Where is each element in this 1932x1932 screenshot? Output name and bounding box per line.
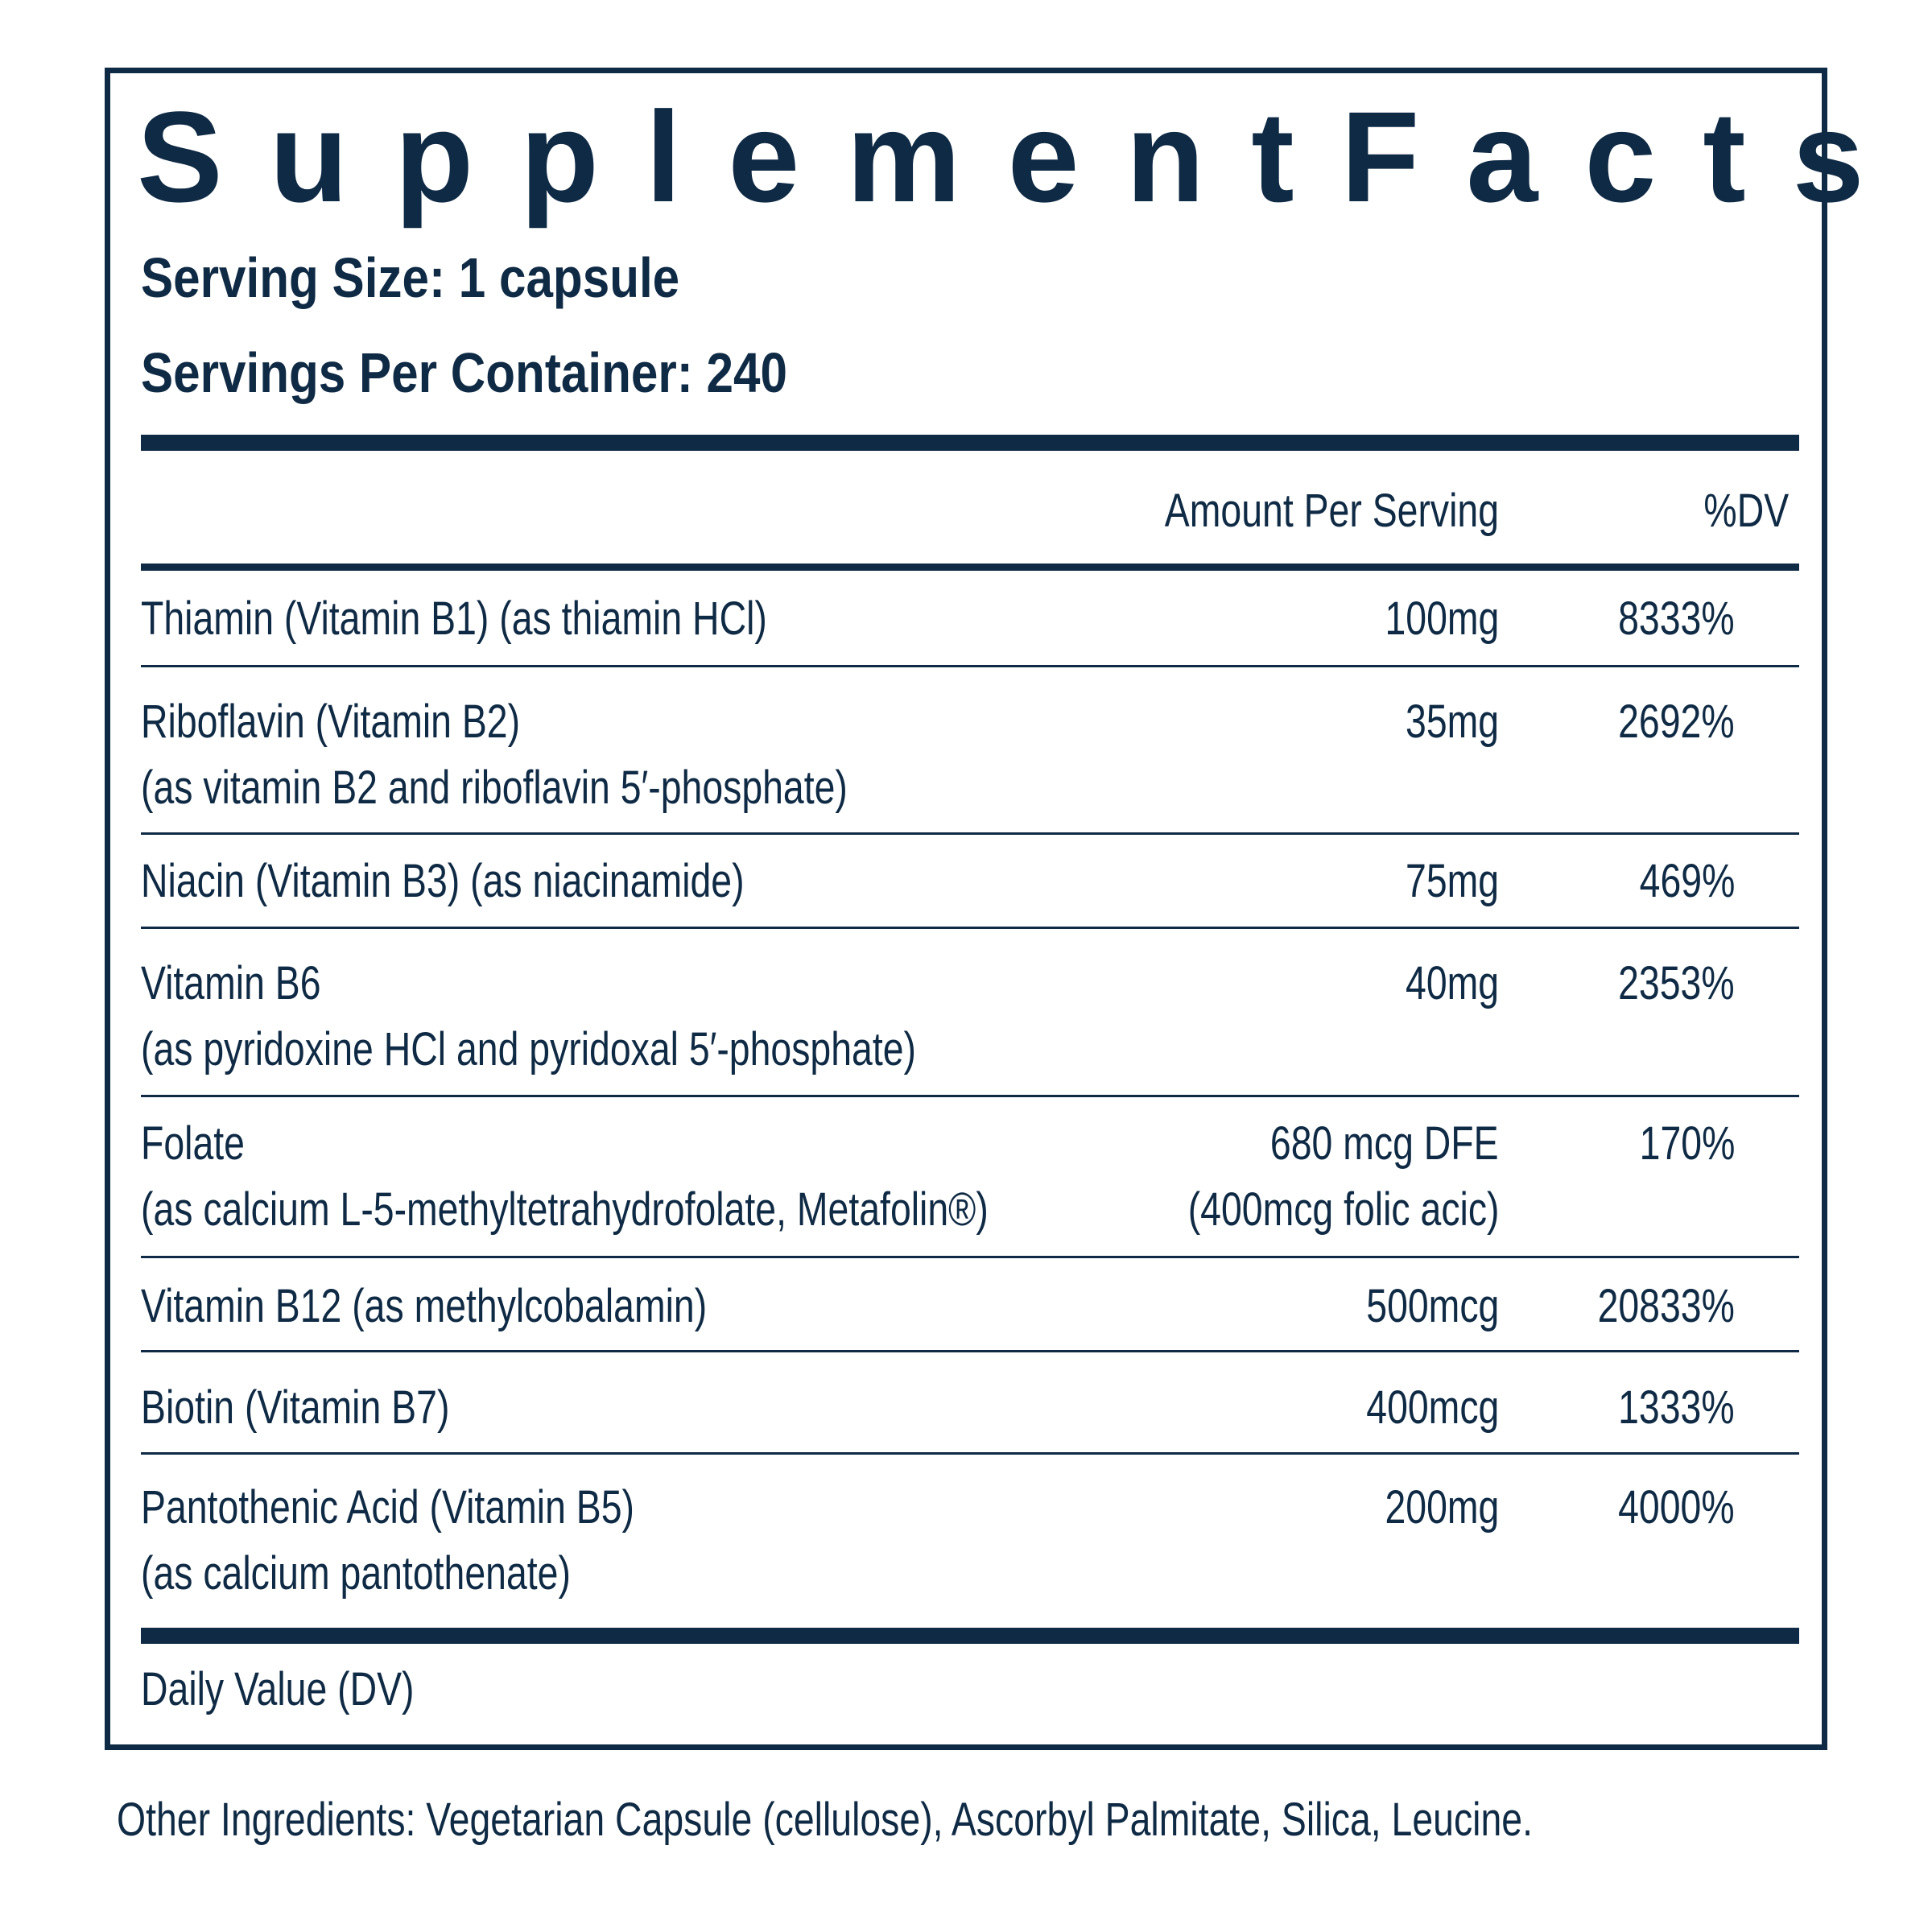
row-folate-amount: 680 mcg DFE <box>1270 1117 1499 1170</box>
row-niacin-amount: 75mg <box>1405 855 1499 907</box>
row-biotin-dv: 1333% <box>1618 1381 1735 1434</box>
divider-thick-bottom <box>141 1628 1799 1644</box>
column-header-dv: %DV <box>1703 485 1789 537</box>
row-folate-dv: 170% <box>1639 1117 1735 1170</box>
row-divider <box>141 665 1799 667</box>
servings-per-container: Servings Per Container: 240 <box>141 341 787 404</box>
row-b12-amount: 500mcg <box>1365 1280 1499 1332</box>
serving-size: Serving Size: 1 capsule <box>141 246 680 309</box>
row-pantothenic-amount: 200mg <box>1385 1481 1499 1534</box>
row-folate-name: Folate <box>141 1117 245 1170</box>
row-pantothenic-name-line2: (as calcium pantothenate) <box>141 1547 571 1600</box>
row-thiamin-name: Thiamin (Vitamin B1) (as thiamin HCl) <box>141 592 767 645</box>
row-thiamin-amount: 100mg <box>1385 592 1499 645</box>
title-word-supplement: Supplement <box>137 85 1341 229</box>
title-word-facts: Facts <box>1340 85 1911 229</box>
label-title: Supplement Facts <box>137 85 1864 229</box>
row-b6-name: Vitamin B6 <box>141 957 321 1009</box>
divider-header <box>141 564 1799 571</box>
row-b6-amount: 40mg <box>1405 957 1499 1009</box>
row-thiamin-dv: 8333% <box>1618 592 1735 645</box>
row-b12-name: Vitamin B12 (as methylcobalamin) <box>141 1280 708 1332</box>
row-riboflavin-amount: 35mg <box>1405 696 1499 748</box>
row-riboflavin-dv: 2692% <box>1618 696 1735 748</box>
row-folate-name-line2: (as calcium L-5-methyltetrahydrofolate, … <box>141 1183 989 1236</box>
other-ingredients: Other Ingredients: Vegetarian Capsule (c… <box>117 1794 1533 1846</box>
row-divider <box>141 927 1799 929</box>
row-b6-name-line2: (as pyridoxine HCl and pyridoxal 5′-phos… <box>141 1023 916 1075</box>
row-divider <box>141 832 1799 835</box>
row-pantothenic-name: Pantothenic Acid (Vitamin B5) <box>141 1481 634 1534</box>
row-divider <box>141 1452 1799 1455</box>
divider-thick-top <box>141 435 1799 451</box>
row-divider <box>141 1350 1799 1352</box>
column-header-amount: Amount Per Serving <box>1164 485 1499 537</box>
row-niacin-dv: 469% <box>1639 855 1735 907</box>
row-divider <box>141 1095 1799 1097</box>
row-riboflavin-name-line2: (as vitamin B2 and riboflavin 5′-phospha… <box>141 762 848 814</box>
daily-value-footnote: Daily Value (DV) <box>141 1663 415 1715</box>
supplement-facts-panel <box>105 68 1827 1750</box>
row-biotin-name: Biotin (Vitamin B7) <box>141 1381 450 1434</box>
row-b12-dv: 20833% <box>1597 1280 1735 1332</box>
row-folate-amount-line2: (400mcg folic acic) <box>1187 1183 1499 1236</box>
row-riboflavin-name: Riboflavin (Vitamin B2) <box>141 696 521 748</box>
row-b6-dv: 2353% <box>1618 957 1735 1009</box>
row-divider <box>141 1256 1799 1258</box>
row-pantothenic-dv: 4000% <box>1618 1481 1735 1534</box>
row-biotin-amount: 400mcg <box>1365 1381 1499 1434</box>
row-niacin-name: Niacin (Vitamin B3) (as niacinamide) <box>141 855 745 907</box>
